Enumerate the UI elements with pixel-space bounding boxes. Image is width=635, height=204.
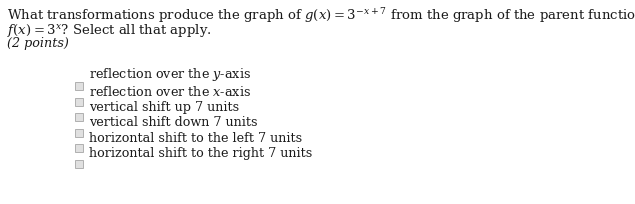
Bar xyxy=(75,82,83,90)
Bar xyxy=(75,160,83,167)
Text: horizontal shift to the left 7 units: horizontal shift to the left 7 units xyxy=(89,132,302,145)
Bar xyxy=(75,113,83,121)
Text: What transformations produce the graph of $g(x) = 3^{-x+7}$ from the graph of th: What transformations produce the graph o… xyxy=(7,6,635,25)
Bar xyxy=(75,98,83,105)
Text: reflection over the $x$-axis: reflection over the $x$-axis xyxy=(89,84,251,99)
Text: $f(x) = 3^{x}$? Select all that apply.: $f(x) = 3^{x}$? Select all that apply. xyxy=(7,22,211,39)
Text: horizontal shift to the right 7 units: horizontal shift to the right 7 units xyxy=(89,147,312,161)
Text: reflection over the $y$-axis: reflection over the $y$-axis xyxy=(89,66,251,83)
Bar xyxy=(75,129,83,136)
Text: (2 points): (2 points) xyxy=(7,37,69,50)
Text: vertical shift up 7 units: vertical shift up 7 units xyxy=(89,101,239,114)
Bar xyxy=(75,144,83,152)
Text: vertical shift down 7 units: vertical shift down 7 units xyxy=(89,116,258,130)
